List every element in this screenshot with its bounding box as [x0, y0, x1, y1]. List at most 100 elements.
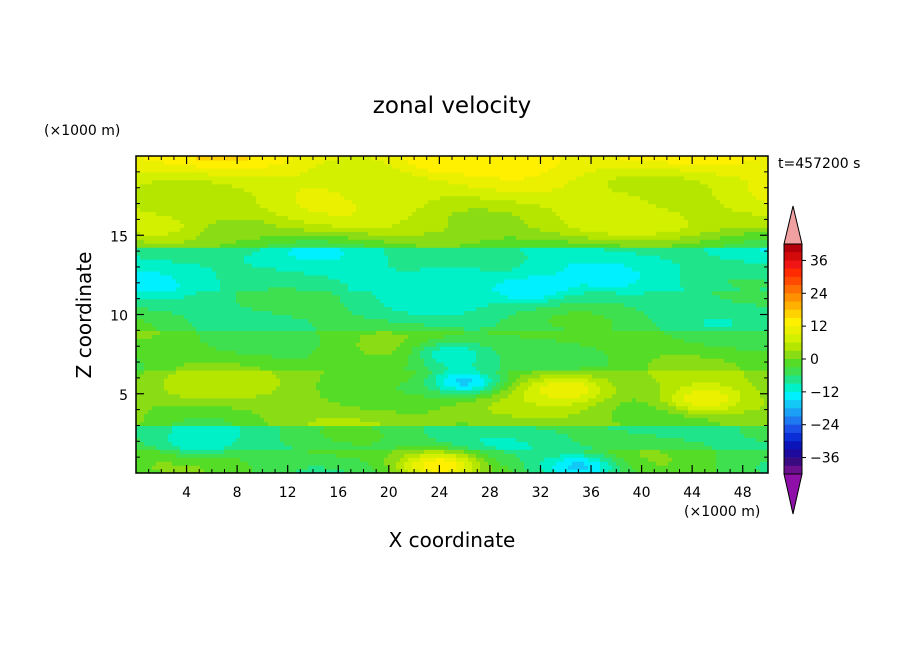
- field-cell: [552, 457, 557, 462]
- field-cell: [520, 465, 525, 470]
- field-cell: [608, 366, 613, 371]
- field-cell: [140, 397, 145, 403]
- field-cell: [600, 457, 605, 462]
- field-cell: [344, 461, 349, 466]
- field-cell: [380, 449, 385, 454]
- field-cell: [640, 385, 645, 391]
- field-cell: [604, 369, 609, 375]
- field-cell: [556, 465, 561, 470]
- field-cell: [276, 369, 281, 375]
- field-cell: [272, 366, 277, 371]
- field-cell: [460, 405, 465, 411]
- field-cell: [668, 389, 673, 395]
- field-cell: [344, 397, 349, 403]
- field-cell: [164, 405, 169, 411]
- field-cell: [484, 397, 489, 403]
- field-cell: [492, 393, 497, 399]
- field-cell: [208, 377, 213, 383]
- field-cell: [496, 453, 501, 458]
- field-cell: [164, 354, 169, 359]
- field-cell: [468, 389, 473, 395]
- field-cell: [500, 350, 505, 355]
- field-cell: [324, 437, 329, 442]
- field-cell: [324, 453, 329, 458]
- field-cell: [192, 401, 197, 407]
- field-cell: [676, 421, 681, 427]
- field-cell: [428, 413, 433, 419]
- field-cell: [524, 358, 529, 363]
- field-cell: [228, 413, 233, 419]
- field-cell: [464, 397, 469, 403]
- field-cell: [764, 461, 768, 466]
- field-cell: [684, 397, 689, 403]
- field-cell: [360, 461, 365, 466]
- field-cell: [452, 445, 457, 450]
- field-cell: [220, 461, 225, 466]
- field-cell: [288, 421, 293, 427]
- field-cell: [440, 354, 445, 359]
- field-cell: [624, 377, 629, 383]
- field-cell: [404, 401, 409, 407]
- field-cell: [672, 457, 677, 462]
- field-cell: [320, 373, 325, 379]
- field-cell: [236, 354, 241, 359]
- field-cell: [544, 389, 549, 395]
- field-cell: [236, 421, 241, 427]
- field-cell: [516, 457, 521, 462]
- field-cell: [600, 429, 605, 434]
- field-cell: [724, 421, 729, 427]
- field-cell: [500, 381, 505, 387]
- field-cell: [496, 421, 501, 427]
- field-cell: [404, 381, 409, 387]
- field-cell: [200, 346, 205, 351]
- field-cell: [288, 417, 293, 423]
- field-cell: [652, 417, 657, 423]
- field-cell: [608, 385, 613, 391]
- field-cell: [352, 354, 357, 359]
- field-cell: [592, 373, 597, 379]
- field-cell: [444, 373, 449, 379]
- field-cell: [664, 445, 669, 450]
- field-cell: [572, 385, 577, 391]
- field-cell: [420, 389, 425, 395]
- field-cell: [696, 354, 701, 359]
- field-cell: [624, 409, 629, 415]
- field-cell: [732, 417, 737, 423]
- field-cell: [748, 385, 753, 391]
- field-cell: [656, 393, 661, 399]
- field-cell: [268, 405, 273, 411]
- field-cell: [204, 369, 209, 375]
- field-cell: [176, 429, 181, 434]
- field-cell: [664, 377, 669, 383]
- field-cell: [352, 397, 357, 403]
- field-cell: [488, 433, 493, 438]
- field-cell: [636, 445, 641, 450]
- field-cell: [508, 457, 513, 462]
- field-cell: [748, 425, 753, 431]
- field-cell: [672, 429, 677, 434]
- field-cell: [276, 358, 281, 363]
- field-cell: [160, 358, 165, 363]
- field-cell: [152, 366, 157, 371]
- field-cell: [324, 385, 329, 391]
- field-cell: [392, 421, 397, 427]
- field-cell: [736, 381, 741, 387]
- field-cell: [452, 358, 457, 363]
- field-cell: [464, 417, 469, 423]
- field-cell: [272, 405, 277, 411]
- field-cell: [212, 469, 217, 473]
- field-cell: [392, 453, 397, 458]
- field-cell: [388, 449, 393, 454]
- field-cell: [388, 417, 393, 423]
- field-cell: [672, 381, 677, 387]
- field-cell: [476, 409, 481, 415]
- field-cell: [432, 465, 437, 470]
- field-cell: [744, 405, 749, 411]
- field-cell: [320, 346, 325, 351]
- field-cell: [404, 362, 409, 367]
- field-cell: [212, 421, 217, 427]
- field-cell: [276, 354, 281, 359]
- field-cell: [544, 461, 549, 466]
- field-cell: [588, 409, 593, 415]
- field-cell: [392, 373, 397, 379]
